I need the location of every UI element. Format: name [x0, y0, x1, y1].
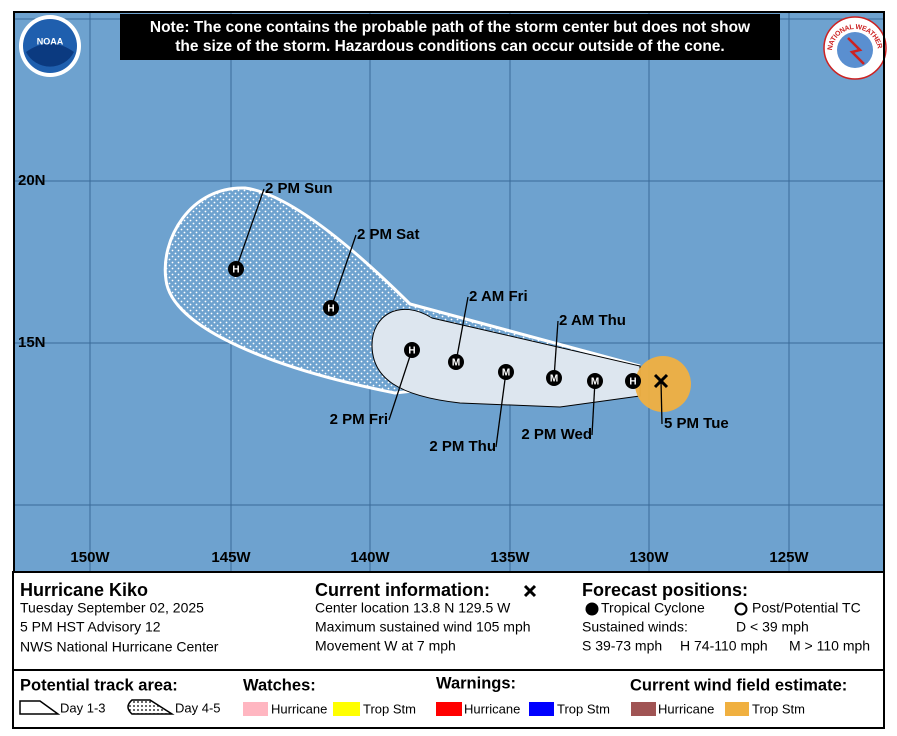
marker-dot [625, 373, 641, 389]
lon-label: 130W [629, 549, 669, 566]
map-ocean [14, 12, 884, 572]
forecast-m: M > 110 mph [789, 638, 870, 654]
storm-date: Tuesday September 02, 2025 [20, 600, 204, 616]
time-label: 2 PM Fri [330, 411, 388, 428]
swatch [529, 702, 554, 716]
marker-letter: M [591, 377, 599, 388]
swatch [631, 702, 656, 716]
marker-letter: H [327, 304, 334, 315]
forecast-title: Forecast positions: [582, 580, 748, 600]
legend-item: Day 4-5 [175, 700, 221, 715]
noaa-logo: NOAA [19, 15, 81, 77]
storm-advisory: 5 PM HST Advisory 12 [20, 619, 161, 635]
legend-title: Watches: [243, 676, 316, 694]
storm-center: NWS National Hurricane Center [20, 639, 219, 655]
legend-item: Hurricane [271, 701, 327, 716]
current-title: Current information: [315, 580, 490, 600]
marker-letter: M [550, 374, 558, 385]
lon-label: 145W [211, 549, 251, 566]
legend-title: Current wind field estimate: [630, 676, 847, 694]
current-line: Movement W at 7 mph [315, 638, 456, 654]
lat-label: 20N [18, 172, 46, 189]
forecast-post: Post/Potential TC [752, 600, 861, 616]
swatch [333, 702, 360, 716]
noaa-text: NOAA [37, 36, 64, 46]
swatch [436, 702, 462, 716]
legend-item: Hurricane [464, 701, 520, 716]
post-icon [734, 602, 748, 616]
day13-icon [19, 700, 61, 715]
marker-dot [323, 300, 339, 316]
time-label: 5 PM Tue [664, 415, 729, 432]
current-x-icon [523, 584, 537, 598]
legend-title: Potential track area: [20, 676, 178, 694]
legend-item: Day 1-3 [60, 700, 106, 715]
marker-letter: H [408, 346, 415, 357]
current-position [653, 373, 669, 389]
marker-dot [228, 261, 244, 277]
marker-dot [448, 354, 464, 370]
lon-label: 150W [70, 549, 110, 566]
time-label: 2 PM Sun [265, 180, 333, 197]
leader-lines [235, 188, 663, 448]
cone-day-1-3 [371, 308, 641, 408]
swatch [725, 702, 749, 716]
lon-label: 135W [490, 549, 530, 566]
marker-dot [404, 342, 420, 358]
tropical-icon [585, 602, 599, 616]
time-label: 2 AM Fri [469, 288, 528, 305]
forecast-h: H 74-110 mph [680, 638, 768, 654]
marker-letter: H [232, 265, 239, 276]
legend-item: Hurricane [658, 701, 714, 716]
current-line: Maximum sustained wind 105 mph [315, 619, 531, 635]
forecast-s: S 39-73 mph [582, 638, 662, 654]
lon-label: 125W [769, 549, 809, 566]
storm-name: Hurricane Kiko [20, 580, 148, 600]
time-label: 2 PM Thu [429, 438, 496, 455]
swatch [243, 702, 268, 716]
time-label: 2 PM Wed [521, 426, 592, 443]
marker-dot [498, 364, 514, 380]
marker-letter: M [502, 368, 510, 379]
time-label: 2 AM Thu [559, 312, 626, 329]
marker-dot [546, 370, 562, 386]
legend-item: Trop Stm [363, 701, 416, 716]
note-line: Note: The cone contains the probable pat… [150, 19, 751, 36]
forecast-markers: H H H M M M M H [228, 261, 641, 389]
marker-letter: H [629, 377, 636, 388]
current-line: Center location 13.8 N 129.5 W [315, 600, 511, 616]
legend-item: Trop Stm [752, 701, 805, 716]
time-label: 2 PM Sat [357, 226, 420, 243]
time-labels: 2 PM Sun 2 PM Sat 2 AM Fri 2 AM Thu 2 PM Fri… [265, 180, 729, 455]
marker-letter: M [452, 358, 460, 369]
lon-labels: 150W 145W 140W 135W 130W 125W [70, 549, 809, 566]
legend-title: Warnings: [436, 674, 516, 692]
forecast-tropical: Tropical Cyclone [601, 600, 705, 616]
marker-dot [587, 373, 603, 389]
note-box [120, 14, 780, 60]
note-line: the size of the storm. Hazardous conditi… [175, 38, 724, 55]
legend-item: Trop Stm [557, 701, 610, 716]
lon-label: 140W [350, 549, 390, 566]
day45-icon [127, 699, 175, 715]
forecast-winds: Sustained winds: [582, 619, 688, 635]
lat-label: 15N [18, 334, 46, 351]
forecast-d: D < 39 mph [736, 619, 809, 635]
